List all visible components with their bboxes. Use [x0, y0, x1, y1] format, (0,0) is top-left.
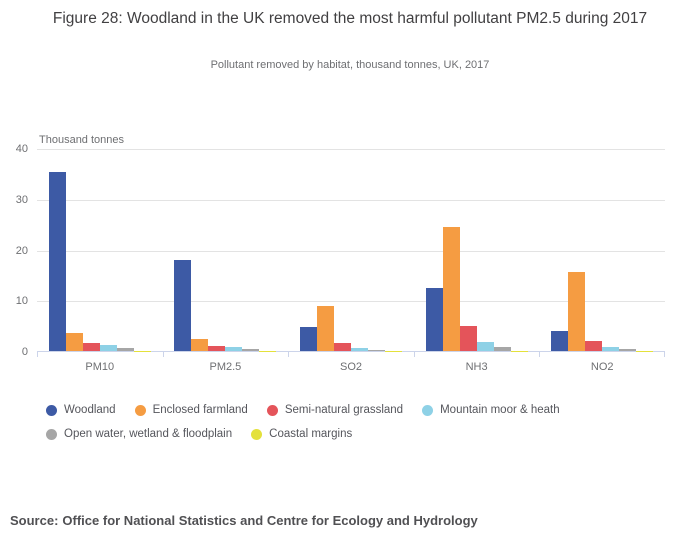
legend-item-mountain-moor-heath[interactable]: Mountain moor & heath: [422, 404, 560, 416]
bar-groups: [37, 149, 665, 351]
bar-open-water-wetland-floodplain-so2: [367, 350, 385, 351]
bar-group-nh3: [414, 149, 540, 351]
legend-item-open-water-wetland-floodplain[interactable]: Open water, wetland & floodplain: [46, 428, 232, 440]
y-tick-label-40: 40: [15, 143, 28, 155]
legend-item-woodland[interactable]: Woodland: [46, 404, 116, 416]
legend-marker-semi-natural-grassland-icon: [266, 404, 278, 416]
x-axis-line: [37, 351, 665, 352]
legend-label-mountain-moor-heath: Mountain moor & heath: [440, 404, 560, 416]
x-tick-label-nh3: NH3: [465, 361, 488, 373]
legend-marker-coastal-margins-icon: [251, 428, 263, 440]
source-note: Source: Office for National Statistics an…: [10, 513, 478, 528]
legend-marker-enclosed-farmland-icon: [134, 404, 146, 416]
legend-label-open-water-wetland-floodplain: Open water, wetland & floodplain: [64, 428, 233, 440]
legend: Woodland Enclosed farmland Semi-natural gr…: [46, 404, 666, 452]
bar-woodland-pm2-5: [174, 260, 192, 351]
x-axis-tick: [162, 352, 164, 357]
legend-row: Open water, wetland & floodplain Coastal …: [46, 428, 666, 440]
x-axis-tick: [664, 352, 665, 357]
x-axis-tick: [37, 352, 38, 357]
chart-subtitle: Pollutant removed by habitat, thousand t…: [210, 59, 490, 71]
bar-mountain-moor-heath-no2: [602, 346, 620, 351]
bar-group-pm10: [37, 149, 163, 351]
gridline-10: [37, 301, 665, 303]
legend-item-coastal-margins[interactable]: Coastal margins: [251, 428, 352, 440]
legend-label-enclosed-farmland: Enclosed farmland: [152, 404, 248, 416]
bar-mountain-moor-heath-nh3: [476, 342, 494, 351]
bar-enclosed-farmland-so2: [316, 306, 334, 351]
x-axis-tick: [539, 352, 541, 357]
chart-title: Figure 28: Woodland in the UK removed th…: [52, 10, 648, 27]
legend-item-enclosed-farmland[interactable]: Enclosed farmland: [134, 404, 248, 416]
bar-woodland-nh3: [425, 288, 443, 351]
x-tick-label-no2: NO2: [590, 361, 614, 373]
legend-marker-mountain-moor-heath-icon: [422, 404, 434, 416]
bar-group-pm2-5: [163, 149, 289, 351]
gridline-30: [37, 199, 665, 201]
y-tick-label-20: 20: [15, 244, 28, 257]
gridline-40: [37, 149, 665, 150]
bar-enclosed-farmland-no2: [568, 272, 586, 351]
legend-marker-woodland-icon: [46, 404, 57, 416]
bar-mountain-moor-heath-pm10: [99, 345, 117, 351]
bar-semi-natural-grassland-pm2-5: [208, 346, 226, 351]
legend-label-semi-natural-grassland: Semi-natural grassland: [284, 404, 404, 416]
source-label: Source:: [10, 513, 59, 528]
gridline-20: [37, 250, 665, 252]
bar-coastal-margins-pm10: [133, 350, 151, 351]
x-tick-label-so2: SO2: [339, 361, 363, 373]
bar-semi-natural-grassland-pm10: [82, 343, 100, 351]
legend-label-coastal-margins: Coastal margins: [269, 428, 353, 440]
bar-mountain-moor-heath-pm2-5: [225, 347, 243, 351]
x-axis-tick: [413, 352, 415, 357]
y-tick-label-0: 0: [21, 346, 28, 358]
bar-enclosed-farmland-pm2-5: [191, 339, 209, 351]
bar-semi-natural-grassland-so2: [333, 342, 351, 351]
plot-area: 0 10 20 30 40 PM10 PM2.5 SO2 NH3 NO2: [16, 143, 665, 373]
legend-label-woodland: Woodland: [64, 404, 116, 416]
bar-open-water-wetland-floodplain-pm2-5: [242, 349, 260, 351]
bar-woodland-so2: [299, 326, 317, 351]
y-axis-unit-label: Thousand tonnes: [39, 134, 125, 146]
x-tick-label-pm10: PM10: [85, 361, 115, 373]
bar-semi-natural-grassland-nh3: [459, 326, 477, 351]
bar-group-no2: [539, 149, 665, 351]
bar-group-so2: [288, 149, 414, 351]
bar-coastal-margins-nh3: [510, 350, 528, 351]
x-tick-label-pm2-5: PM2.5: [209, 361, 242, 373]
bar-enclosed-farmland-nh3: [442, 226, 460, 351]
legend-row: Woodland Enclosed farmland Semi-natural gr…: [46, 404, 666, 416]
legend-item-semi-natural-grassland[interactable]: Semi-natural grassland: [266, 404, 404, 416]
bar-open-water-wetland-floodplain-no2: [619, 349, 637, 351]
bar-semi-natural-grassland-no2: [585, 341, 603, 351]
bar-woodland-pm10: [48, 171, 66, 351]
legend-marker-open-water-wetland-floodplain-icon: [46, 428, 57, 440]
y-tick-label-10: 10: [15, 295, 28, 308]
bar-open-water-wetland-floodplain-pm10: [116, 348, 134, 351]
bar-open-water-wetland-floodplain-nh3: [493, 346, 511, 351]
source-text: Office for National Statistics and Centr…: [62, 513, 478, 528]
bar-enclosed-farmland-pm10: [65, 333, 83, 351]
bar-mountain-moor-heath-so2: [350, 347, 368, 351]
bar-woodland-no2: [551, 331, 569, 351]
x-axis-tick: [288, 352, 290, 357]
y-tick-label-30: 30: [15, 193, 28, 206]
